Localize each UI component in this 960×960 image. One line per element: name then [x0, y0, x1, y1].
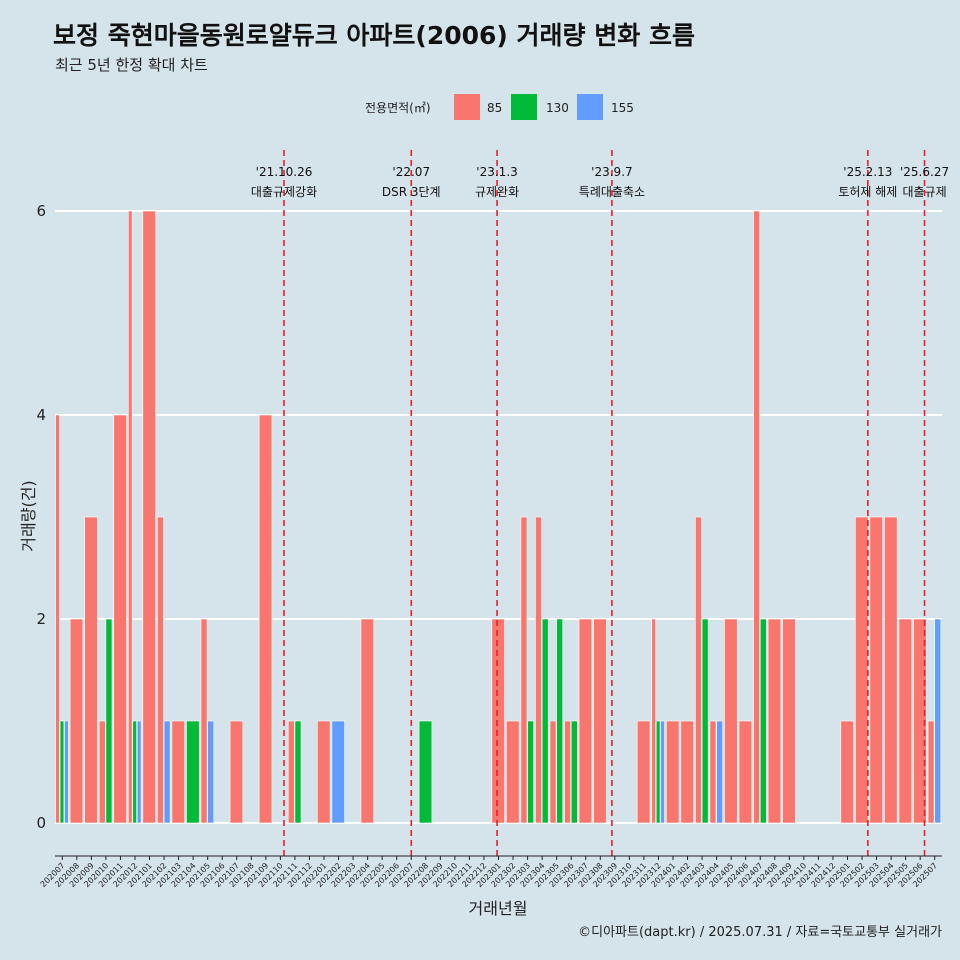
bar-85-202402	[680, 720, 694, 824]
legend-label-155: 155	[611, 101, 634, 115]
bar-155-202007	[64, 720, 69, 824]
event-markers: '21.10.26 대출규제강화 '22.07 DSR 3단계 '23.1.3 규제완화 '…	[251, 150, 949, 856]
bar-85-202401	[666, 720, 680, 824]
bar-85-202311	[636, 720, 651, 824]
legend-swatch-130	[511, 94, 537, 120]
bar-85-202312	[651, 618, 656, 824]
bars	[55, 210, 942, 824]
event-date: '25.2.13	[843, 165, 892, 179]
bar-85-202409	[782, 618, 796, 824]
bar-85-202403	[695, 516, 702, 824]
event-label: 대출규제	[902, 185, 946, 199]
bar-155-202012	[136, 720, 142, 824]
caption: ©디아파트(dapt.kr) / 2025.07.31 / 자료=국토교통부 실…	[578, 925, 942, 940]
bar-85-202407	[753, 210, 760, 824]
bar-85-202010	[98, 720, 106, 824]
y-tick-label: 4	[36, 406, 46, 424]
legend-title: 전용면적(㎡)	[365, 101, 431, 115]
bar-85-202504	[884, 516, 898, 824]
y-tick-label: 6	[36, 202, 46, 220]
bar-130-202306	[570, 720, 578, 824]
bar-85-202408	[767, 618, 782, 824]
bar-85-202305	[549, 720, 557, 824]
bar-85-202406	[738, 720, 753, 824]
bar-85-202506	[913, 618, 927, 824]
bar-85-202011	[113, 414, 127, 824]
bar-155-202202	[331, 720, 345, 824]
legend-label-85: 85	[487, 101, 502, 115]
bar-85-202008	[69, 618, 84, 824]
bar-130-202012	[132, 720, 137, 824]
event-date: '21.10.26	[256, 165, 313, 179]
bar-155-202507	[934, 618, 942, 824]
bar-85-202007	[55, 414, 60, 824]
y-tick-labels: 0 2 4 6	[36, 202, 46, 832]
bar-85-202012	[127, 210, 133, 824]
bar-85-202505	[898, 618, 913, 824]
chart-title: 보정 죽현마을동원로얄듀크 아파트(2006) 거래량 변화 흐름	[53, 21, 695, 50]
bar-85-202204	[360, 618, 375, 824]
x-axis: 2020072020082020092020102020112020122021…	[39, 855, 942, 889]
event-label: 토허제 해제	[838, 185, 897, 199]
legend-swatch-85	[454, 94, 480, 120]
bar-130-202303	[527, 720, 534, 824]
bar-130-202010	[105, 618, 113, 824]
bar-85-202303	[520, 516, 528, 824]
bar-85-202105	[200, 618, 208, 824]
bar-130-202312	[655, 720, 661, 824]
bar-155-202404	[716, 720, 724, 824]
y-tick-label: 2	[36, 610, 46, 628]
legend-swatch-155	[577, 94, 603, 120]
bar-85-202501	[840, 720, 854, 824]
event-date: '23.9.7	[591, 165, 632, 179]
bar-85-202405	[724, 618, 738, 824]
bar-85-202306	[564, 720, 571, 824]
event-label: 특례대출축소	[579, 185, 645, 199]
event-label: 대출규제강화	[251, 185, 317, 199]
y-axis-title: 거래량(건)	[19, 480, 38, 551]
bar-85-202307	[578, 618, 593, 824]
bar-85-202301	[491, 618, 505, 824]
bar-85-202107	[229, 720, 244, 824]
bar-85-202201	[317, 720, 331, 824]
bar-85-202308	[593, 618, 607, 824]
bar-85-202502	[855, 516, 869, 824]
bar-130-202305	[556, 618, 564, 824]
bar-85-202101	[142, 210, 156, 824]
legend-label-130: 130	[546, 101, 569, 115]
event-date: '25.6.27	[900, 165, 949, 179]
x-axis-title: 거래년월	[469, 899, 528, 918]
bar-85-202111	[287, 720, 295, 824]
bar-130-202304	[541, 618, 549, 824]
bar-85-202304	[535, 516, 542, 824]
bar-130-202208	[418, 720, 433, 824]
bar-85-202103	[171, 720, 185, 824]
y-tick-label: 0	[36, 814, 46, 832]
bar-85-202109	[258, 414, 273, 824]
bar-85-202009	[84, 516, 98, 824]
bar-130-202007	[59, 720, 65, 824]
bar-155-202312	[660, 720, 665, 824]
bar-85-202302	[506, 720, 520, 824]
bar-130-202104	[186, 720, 200, 824]
bar-130-202111	[294, 720, 302, 824]
bar-85-202503	[869, 516, 883, 824]
bar-155-202102	[163, 720, 171, 824]
event-date: '22.07	[392, 165, 430, 179]
bar-155-202105	[207, 720, 215, 824]
bar-130-202407	[759, 618, 767, 824]
bar-85-202404	[709, 720, 717, 824]
legend: 전용면적(㎡) 85 130 155	[365, 94, 634, 120]
event-label: DSR 3단계	[382, 185, 441, 199]
event-label: 규제완화	[475, 185, 519, 199]
chart-subtitle: 최근 5년 한정 확대 차트	[55, 56, 208, 74]
bar-130-202403	[701, 618, 709, 824]
bar-85-202507	[927, 720, 935, 824]
bar-85-202102	[157, 516, 164, 824]
event-date: '23.1.3	[476, 165, 517, 179]
